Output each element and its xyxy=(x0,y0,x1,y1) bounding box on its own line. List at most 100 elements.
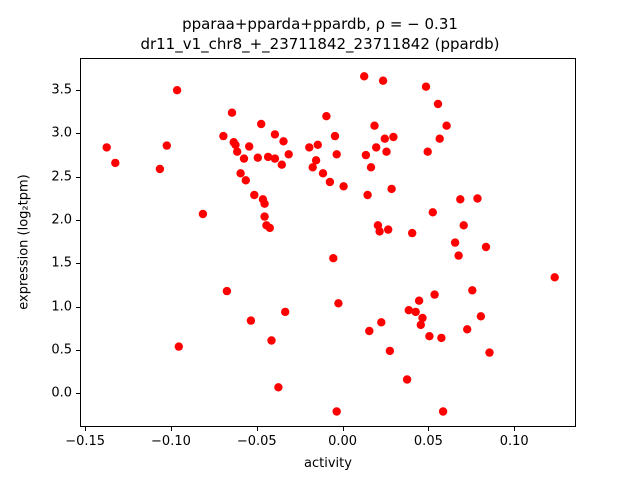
data-point xyxy=(265,223,274,233)
data-point xyxy=(281,307,290,317)
data-point xyxy=(370,121,379,130)
data-point xyxy=(416,320,425,330)
x-tick-mark xyxy=(170,427,172,431)
scatter-canvas xyxy=(102,72,559,416)
data-point xyxy=(311,156,321,165)
data-point xyxy=(411,307,420,317)
data-point xyxy=(404,306,413,315)
data-point xyxy=(428,208,437,217)
data-point xyxy=(430,290,439,299)
data-point xyxy=(267,336,276,345)
data-point xyxy=(313,140,322,149)
data-point xyxy=(372,143,381,152)
data-point xyxy=(332,150,341,159)
y-tick-label: 1.0 xyxy=(51,299,72,315)
x-tick-label: −0.15 xyxy=(65,434,106,449)
data-point xyxy=(227,108,237,117)
data-point xyxy=(270,130,280,139)
data-point xyxy=(174,342,183,351)
y-tick-label: 2.0 xyxy=(51,212,72,228)
data-point xyxy=(385,346,395,356)
data-point xyxy=(334,299,343,308)
x-tick-label: 0.10 xyxy=(499,434,529,449)
y-tick-mark xyxy=(76,219,80,221)
y-tick-label: 2.5 xyxy=(51,169,72,185)
data-point xyxy=(414,296,424,305)
data-point xyxy=(375,227,384,236)
data-point xyxy=(363,190,372,200)
x-tick-label: −0.05 xyxy=(236,434,277,449)
data-point xyxy=(382,147,391,156)
data-point xyxy=(219,131,228,141)
y-tick-label: 3.0 xyxy=(51,125,72,141)
data-point xyxy=(425,332,434,341)
y-axis-label: expression (log₂tpm) xyxy=(16,174,32,310)
data-point xyxy=(198,209,208,219)
x-tick-mark xyxy=(342,427,344,431)
y-tick-mark xyxy=(76,306,80,308)
data-point xyxy=(172,86,182,95)
x-tick-mark xyxy=(85,427,87,431)
data-point xyxy=(332,407,341,416)
data-point xyxy=(408,228,417,238)
data-point xyxy=(270,154,280,163)
data-point xyxy=(418,313,427,323)
x-axis-label: activity xyxy=(304,456,352,471)
data-point xyxy=(378,76,388,85)
data-point xyxy=(305,143,314,152)
data-point xyxy=(277,160,286,169)
y-tick-mark xyxy=(76,176,80,178)
data-point xyxy=(442,121,451,130)
data-point xyxy=(456,195,465,204)
data-point xyxy=(325,177,335,187)
y-tick-label: 0.0 xyxy=(51,385,72,401)
data-point xyxy=(260,212,269,221)
data-point xyxy=(231,140,240,149)
data-point xyxy=(377,318,386,327)
y-tick-mark xyxy=(76,90,80,92)
data-point xyxy=(387,184,396,194)
data-point xyxy=(366,163,376,172)
x-tick-label: −0.10 xyxy=(151,434,191,449)
data-point xyxy=(257,119,266,129)
data-point xyxy=(421,82,431,91)
plot-area xyxy=(80,58,576,427)
data-point xyxy=(263,152,273,162)
data-point xyxy=(450,238,460,247)
data-point xyxy=(284,150,293,159)
x-tick-mark xyxy=(428,427,430,431)
data-point xyxy=(389,132,398,142)
data-point xyxy=(241,176,250,185)
data-point xyxy=(402,375,412,384)
y-tick-label: 3.5 xyxy=(51,82,72,98)
data-point xyxy=(245,142,254,151)
data-point xyxy=(274,383,283,392)
data-point xyxy=(433,99,443,109)
data-point xyxy=(111,158,120,168)
data-point xyxy=(459,221,468,230)
chart-title-line1: pparaa+pparda+ppardb, ρ = − 0.31 xyxy=(182,15,458,33)
data-point xyxy=(454,251,463,260)
y-tick-mark xyxy=(76,393,80,395)
data-point xyxy=(239,154,249,163)
data-point xyxy=(380,134,389,143)
y-tick-mark xyxy=(76,263,80,265)
data-point xyxy=(330,131,340,141)
data-point xyxy=(162,141,171,150)
data-point xyxy=(308,163,317,172)
data-point xyxy=(437,333,446,343)
data-point xyxy=(463,325,472,334)
data-point xyxy=(329,254,338,263)
data-point xyxy=(365,326,374,336)
x-tick-mark xyxy=(256,427,258,431)
data-point xyxy=(481,242,491,252)
data-point xyxy=(476,312,486,321)
data-point xyxy=(360,72,369,81)
data-point xyxy=(468,286,477,295)
data-point xyxy=(246,316,256,325)
data-point xyxy=(222,286,232,296)
data-point xyxy=(318,169,328,178)
data-point xyxy=(279,137,288,146)
x-tick-mark xyxy=(514,427,516,431)
y-tick-label: 0.5 xyxy=(51,342,72,358)
